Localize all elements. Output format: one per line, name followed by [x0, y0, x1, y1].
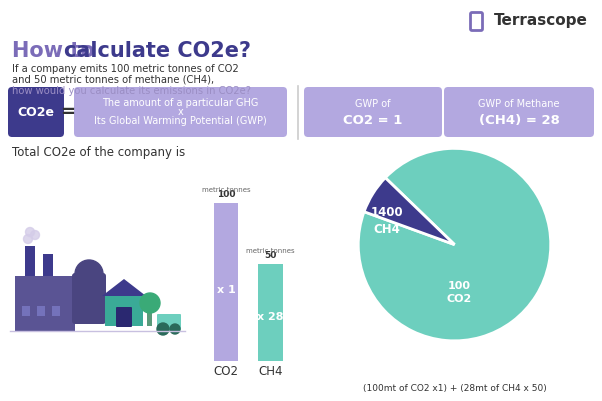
Text: If a company emits 100 metric tonnes of CO2: If a company emits 100 metric tonnes of …: [12, 64, 239, 74]
FancyBboxPatch shape: [444, 87, 594, 137]
FancyBboxPatch shape: [157, 314, 181, 330]
Bar: [258, 264, 283, 361]
Circle shape: [31, 231, 40, 239]
Text: 1400
CH4: 1400 CH4: [371, 206, 403, 235]
Text: How to: How to: [12, 41, 102, 61]
Text: x 1: x 1: [217, 285, 235, 295]
FancyBboxPatch shape: [116, 307, 132, 327]
Text: GWP of: GWP of: [355, 99, 391, 109]
Text: how would you calculate its emissions in CO2e?: how would you calculate its emissions in…: [12, 86, 251, 96]
Text: Terrascope: Terrascope: [494, 12, 588, 28]
FancyBboxPatch shape: [15, 276, 75, 331]
FancyBboxPatch shape: [74, 87, 287, 137]
Text: x: x: [178, 107, 184, 117]
Bar: [214, 203, 238, 361]
Text: The amount of a particular GHG: The amount of a particular GHG: [102, 98, 259, 108]
Text: Its Global Warming Potential (GWP): Its Global Warming Potential (GWP): [94, 116, 267, 126]
FancyBboxPatch shape: [147, 308, 152, 326]
Circle shape: [157, 323, 169, 335]
FancyBboxPatch shape: [37, 306, 45, 316]
FancyBboxPatch shape: [105, 296, 143, 326]
Circle shape: [23, 235, 33, 243]
Text: x 28: x 28: [257, 312, 284, 322]
Text: (CH4) = 28: (CH4) = 28: [479, 114, 559, 127]
Text: metric tonnes: metric tonnes: [246, 248, 295, 254]
Text: 100
CO2: 100 CO2: [447, 281, 472, 304]
Text: GWP of Methane: GWP of Methane: [478, 99, 560, 109]
Text: metric tonnes: metric tonnes: [202, 187, 250, 193]
Circle shape: [25, 227, 34, 237]
FancyBboxPatch shape: [25, 246, 35, 276]
Text: 100: 100: [217, 190, 235, 199]
Text: =: =: [60, 103, 75, 121]
FancyBboxPatch shape: [43, 254, 53, 276]
Text: Total CO2e of the company is: Total CO2e of the company is: [12, 146, 185, 159]
Polygon shape: [102, 279, 146, 296]
Text: (100mt of CO2 x1) + (28mt of CH4 x 50): (100mt of CO2 x1) + (28mt of CH4 x 50): [362, 384, 547, 393]
Wedge shape: [358, 148, 551, 341]
Text: CO2 = 1: CO2 = 1: [343, 114, 403, 127]
FancyBboxPatch shape: [8, 87, 64, 137]
Circle shape: [170, 324, 180, 334]
Text: 50: 50: [264, 251, 277, 260]
Circle shape: [140, 293, 160, 313]
Wedge shape: [364, 178, 455, 245]
Text: CO2e: CO2e: [17, 105, 55, 119]
FancyBboxPatch shape: [72, 273, 106, 324]
FancyBboxPatch shape: [304, 87, 442, 137]
Text: calculate CO2e?: calculate CO2e?: [64, 41, 251, 61]
FancyBboxPatch shape: [52, 306, 60, 316]
FancyBboxPatch shape: [22, 306, 30, 316]
Circle shape: [75, 260, 103, 288]
Text: and 50 metric tonnes of methane (CH4),: and 50 metric tonnes of methane (CH4),: [12, 75, 214, 85]
